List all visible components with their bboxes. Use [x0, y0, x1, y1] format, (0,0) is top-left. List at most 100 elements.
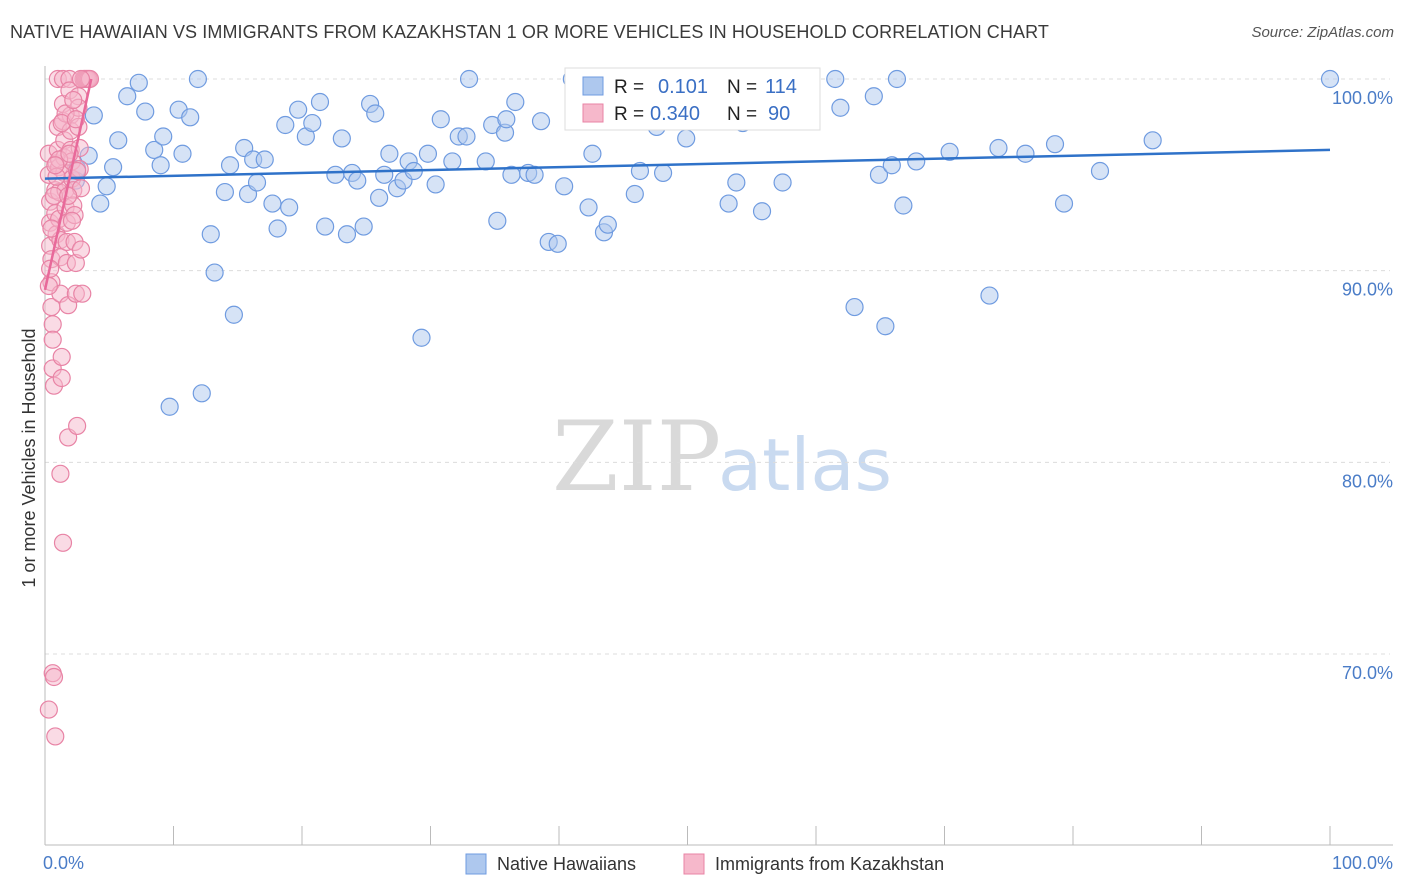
- source-label: Source: ZipAtlas.com: [1251, 24, 1394, 41]
- point-s0-83: [677, 129, 696, 148]
- stats-r-label-1: R =: [614, 104, 644, 125]
- point-s0-103: [980, 286, 999, 305]
- stats-n-value-1: 90: [768, 103, 790, 125]
- series-immigrants-from-kazakhstan: [39, 69, 100, 746]
- point-s0-14: [160, 397, 179, 416]
- point-s0-17: [181, 108, 200, 127]
- point-s0-3: [84, 106, 103, 125]
- point-s1-88: [71, 69, 91, 89]
- point-s0-31: [276, 115, 295, 135]
- watermark-zip: ZIP: [552, 401, 721, 513]
- chart-title: NATIVE HAWAIIAN VS IMMIGRANTS FROM KAZAK…: [10, 22, 1049, 42]
- point-s0-35: [303, 113, 322, 133]
- point-s1-86: [62, 211, 82, 230]
- point-s0-111: [192, 384, 211, 403]
- point-s0-101: [907, 152, 926, 171]
- stats-n-value-0: 114: [765, 76, 797, 98]
- point-s0-16: [173, 144, 192, 163]
- point-s0-55: [431, 110, 450, 129]
- point-s0-65: [506, 92, 525, 112]
- legend-swatch-native-hawaiians: [465, 853, 487, 875]
- point-s0-21: [215, 182, 234, 202]
- point-s0-93: [831, 98, 850, 117]
- stats-swatch-kazakhstan: [582, 103, 604, 123]
- point-s0-52: [412, 328, 431, 347]
- point-s0-53: [418, 144, 438, 163]
- point-s0-82: [653, 163, 673, 183]
- point-s0-68: [531, 112, 551, 131]
- point-s0-12: [151, 156, 170, 175]
- point-s0-92: [826, 69, 845, 89]
- point-s0-62: [488, 211, 507, 230]
- point-s1-12: [39, 700, 58, 719]
- point-s0-70: [548, 234, 567, 253]
- point-s1-89: [46, 156, 65, 175]
- y-tick-label-1: 90.0%: [1342, 280, 1393, 300]
- point-s0-18: [188, 69, 208, 89]
- point-s1-81: [53, 533, 73, 552]
- point-s0-19: [201, 225, 220, 244]
- point-s0-42: [348, 171, 367, 190]
- point-s0-80: [630, 161, 650, 181]
- point-s1-65: [73, 284, 92, 303]
- point-s1-83: [66, 110, 85, 129]
- point-s0-99: [887, 69, 907, 89]
- point-s0-23: [224, 305, 243, 324]
- point-s0-60: [476, 152, 495, 171]
- trend-line-0: [44, 148, 1331, 180]
- y-tick-label-0: 100.0%: [1332, 88, 1393, 108]
- point-s0-112: [497, 110, 516, 129]
- point-s0-56: [443, 152, 462, 171]
- point-s0-110: [1320, 69, 1340, 89]
- point-s0-54: [426, 175, 445, 194]
- point-s1-30: [52, 368, 71, 388]
- point-s0-97: [876, 317, 895, 336]
- point-s0-5: [97, 177, 116, 196]
- point-s0-45: [366, 104, 385, 123]
- point-s0-11: [145, 140, 164, 160]
- point-s0-58: [457, 127, 476, 146]
- watermark: ZIP atlas: [552, 401, 892, 513]
- legend-label-native-hawaiians: Native Hawaiians: [497, 854, 636, 874]
- point-s0-100: [894, 196, 913, 215]
- stats-n-label-0: N =: [727, 77, 757, 98]
- point-s0-43: [354, 217, 373, 236]
- point-s0-9: [129, 73, 148, 92]
- point-s0-22: [220, 156, 240, 175]
- watermark-atlas: atlas: [718, 423, 892, 507]
- y-tick-label-3: 70.0%: [1342, 663, 1393, 683]
- point-s1-57: [68, 416, 87, 436]
- point-s0-30: [268, 219, 287, 238]
- stats-r-value-1: 0.340: [650, 103, 700, 125]
- point-s0-28: [255, 150, 274, 169]
- gridlines: 100.0% 90.0% 80.0% 70.0%: [45, 78, 1393, 683]
- stats-legend: R = 0.101 N = 114 R = 0.340 N = 90: [564, 67, 821, 131]
- point-s0-107: [1054, 194, 1074, 213]
- point-s1-79: [39, 276, 58, 296]
- x-tick-label-1: 100.0%: [1332, 853, 1393, 873]
- stats-swatch-native-hawaiians: [582, 76, 604, 96]
- point-s0-113: [370, 188, 389, 207]
- point-s0-13: [154, 127, 173, 146]
- point-s0-20: [205, 263, 224, 282]
- point-s0-90: [773, 173, 792, 192]
- stats-r-value-0: 0.101: [658, 76, 708, 98]
- point-s0-7: [109, 131, 128, 150]
- point-s0-32: [280, 198, 299, 217]
- point-s0-108: [1090, 161, 1110, 181]
- point-s0-38: [326, 165, 345, 184]
- y-axis-label: 1 or more Vehicles in Household: [19, 328, 39, 587]
- point-s0-40: [337, 225, 357, 244]
- point-s0-36: [310, 92, 330, 112]
- point-s0-59: [459, 69, 479, 89]
- point-s0-95: [864, 87, 883, 106]
- point-s0-102: [940, 142, 959, 161]
- point-s0-105: [1016, 144, 1035, 163]
- legend-swatch-kazakhstan: [683, 853, 705, 875]
- point-s1-64: [71, 240, 91, 259]
- point-s1-9: [43, 330, 62, 349]
- stats-legend-box: [564, 67, 821, 131]
- point-s0-77: [598, 215, 617, 234]
- point-s1-14: [44, 667, 64, 687]
- point-s0-106: [1045, 135, 1065, 154]
